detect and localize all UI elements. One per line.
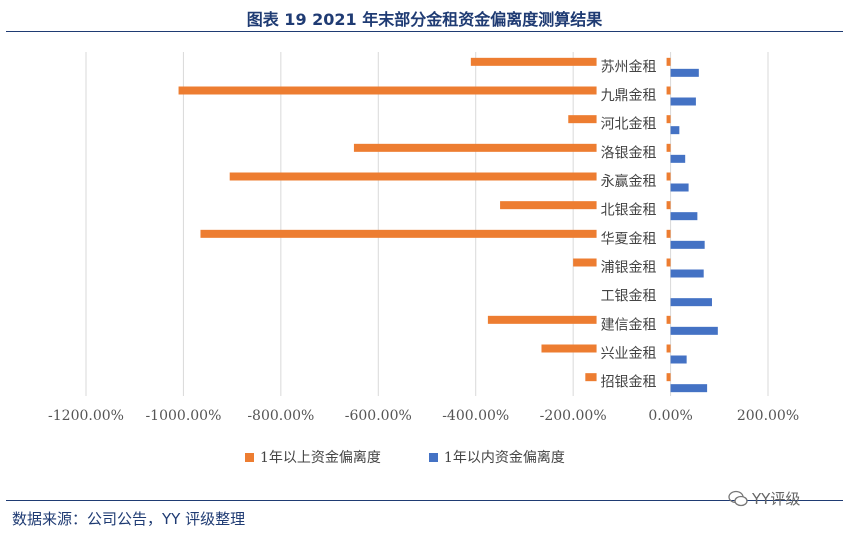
- category-label-bg-6: [596, 229, 667, 248]
- bar-within-1y-4: [670, 183, 689, 192]
- legend-item-series-1: 1年以上资金偏离度: [245, 447, 381, 467]
- bar-within-1y-3: [670, 154, 686, 163]
- title-divider: [6, 31, 843, 32]
- legend-label-series-1: 1年以上资金偏离度: [260, 450, 381, 466]
- bar-within-1y-11: [670, 384, 708, 393]
- bar-over-1y-0: [470, 57, 671, 66]
- x-tick-label-1: -1000.00%: [145, 408, 221, 424]
- category-label-bg-1: [596, 86, 667, 104]
- x-tick-label-5: -200.00%: [540, 408, 607, 424]
- bar-within-1y-7: [670, 269, 704, 278]
- category-label-4: 永赢金租: [601, 173, 657, 190]
- bar-within-1y-2: [670, 126, 680, 135]
- figure-title: 图表 19 2021 年末部分金租资金偏离度测算结果: [246, 10, 603, 29]
- wechat-icon: [728, 490, 748, 506]
- chart-legend: 1年以上资金偏离度 1年以内资金偏离度: [245, 447, 565, 467]
- category-label-bg-4: [596, 172, 667, 190]
- legend-label-series-2: 1年以内资金偏离度: [443, 450, 565, 466]
- x-tick-label-4: -400.00%: [442, 408, 509, 424]
- category-label-bg-9: [596, 315, 667, 334]
- bar-within-1y-5: [670, 212, 698, 221]
- legend-item-series-2: 1年以内资金偏离度: [428, 447, 565, 467]
- source-note: 数据来源：公司公告，YY 评级整理: [12, 510, 246, 528]
- x-tick-label-7: 200.00%: [737, 408, 799, 424]
- category-label-bg-2: [596, 114, 667, 133]
- category-label-10: 兴业金租: [601, 346, 657, 362]
- watermark-text: YY评级: [752, 490, 801, 508]
- category-label-11: 招银金租: [601, 375, 657, 391]
- category-label-9: 建信金租: [601, 317, 657, 333]
- bar-over-1y-9: [487, 315, 671, 324]
- legend-swatch-series-2: [428, 452, 438, 462]
- x-tick-label-3: -600.00%: [345, 408, 412, 424]
- category-label-bg-3: [596, 143, 667, 162]
- bar-over-1y-5: [500, 201, 671, 210]
- bar-over-1y-3: [353, 143, 671, 152]
- category-label-2: 河北金租: [601, 117, 657, 133]
- category-label-bg-5: [596, 200, 667, 219]
- category-label-bg-0: [596, 57, 667, 76]
- category-label-bg-10: [596, 344, 667, 362]
- bar-chart: 苏州金租九鼎金租河北金租洛银金租永赢金租北银金租华夏金租浦银金租工银金租建信金租…: [48, 52, 799, 424]
- category-label-3: 洛银金租: [601, 145, 657, 161]
- bar-within-1y-9: [670, 326, 718, 335]
- source-divider: [6, 500, 843, 501]
- bar-within-1y-0: [670, 68, 699, 77]
- bar-over-1y-1: [178, 86, 671, 95]
- bar-within-1y-8: [670, 298, 712, 307]
- category-label-5: 北银金租: [601, 203, 657, 219]
- x-tick-label-6: 0.00%: [648, 408, 692, 424]
- watermark: YY评级: [728, 488, 800, 509]
- bar-over-1y-4: [229, 172, 671, 181]
- category-label-0: 苏州金租: [601, 59, 657, 75]
- bar-over-1y-6: [200, 229, 671, 238]
- category-label-bg-8: [596, 286, 667, 305]
- bar-within-1y-1: [670, 97, 696, 106]
- legend-swatch-series-1: [245, 452, 254, 462]
- x-tick-label-2: -800.00%: [247, 408, 314, 424]
- category-label-1: 九鼎金租: [601, 88, 657, 104]
- x-tick-label-0: -1200.00%: [48, 408, 124, 424]
- bar-within-1y-10: [670, 355, 687, 364]
- category-label-bg-7: [596, 258, 667, 276]
- category-label-6: 华夏金租: [601, 231, 657, 247]
- bar-within-1y-6: [670, 240, 705, 249]
- category-label-7: 浦银金租: [601, 260, 657, 276]
- category-label-8: 工银金租: [601, 289, 657, 305]
- category-label-bg-11: [596, 372, 667, 391]
